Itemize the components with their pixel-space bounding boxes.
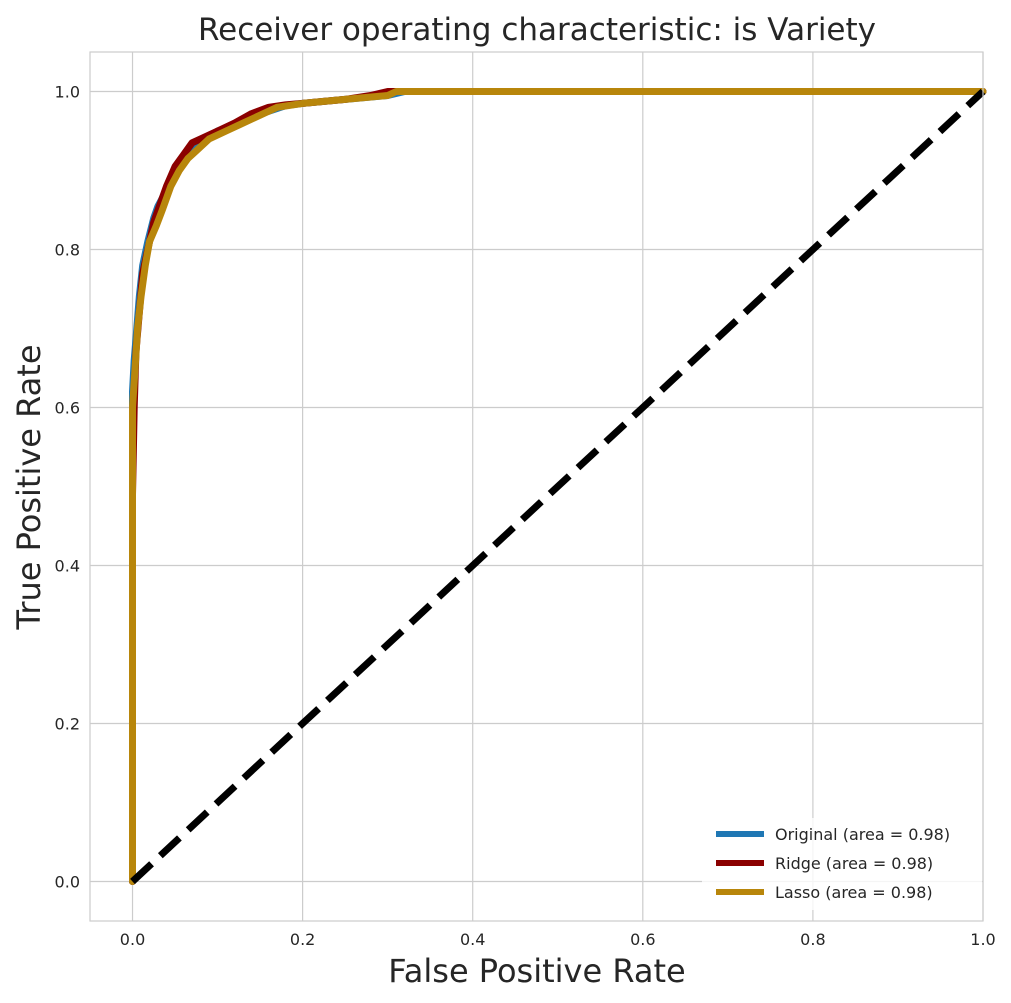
x-tick-label: 0.8 [800,930,825,949]
y-tick-label: 0.2 [55,715,80,734]
legend-label-original: Original (area = 0.98) [775,825,950,844]
y-tick-label: 0.4 [55,557,80,576]
legend: Original (area = 0.98) Ridge (area = 0.9… [702,818,982,910]
y-tick-label: 1.0 [55,83,80,102]
x-tick-label: 0.0 [120,930,145,949]
x-tick-label: 0.6 [630,930,655,949]
legend-label-lasso: Lasso (area = 0.98) [775,883,933,902]
x-axis-label: False Positive Rate [388,952,685,990]
lasso-roc-line [129,88,987,885]
y-tick-label: 0.0 [55,873,80,892]
x-tick-label: 0.2 [290,930,315,949]
plot-frame [89,51,984,922]
x-tick-label: 0.4 [460,930,485,949]
y-tick-label: 0.8 [55,241,80,260]
x-tick-label: 1.0 [970,930,995,949]
series-lines [129,88,987,885]
y-tick-label: 0.6 [55,399,80,418]
grid [90,52,984,921]
x-tick-labels: 0.0 0.2 0.4 0.6 0.8 1.0 [120,930,996,949]
legend-label-ridge: Ridge (area = 0.98) [775,854,933,873]
chart-title: Receiver operating characteristic: is Va… [198,12,876,48]
y-tick-labels: 0.0 0.2 0.4 0.6 0.8 1.0 [55,83,80,892]
y-axis-label: True Positive Rate [10,344,48,630]
chance-diagonal-line [130,88,986,885]
